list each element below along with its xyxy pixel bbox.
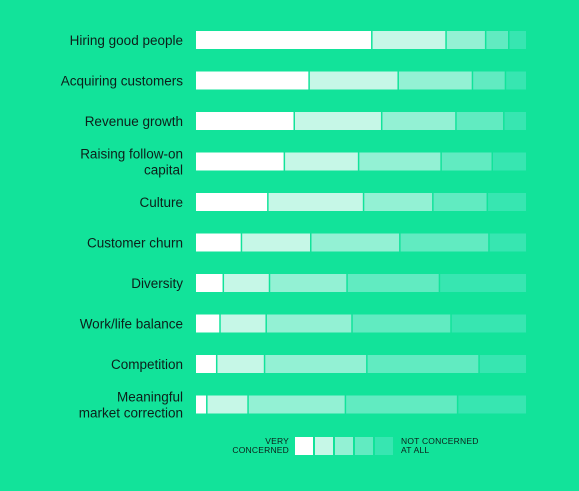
bar-segment [346, 395, 457, 414]
category-label: Competition [111, 357, 183, 372]
bar-segment [285, 152, 358, 171]
bar-segment [266, 314, 352, 333]
bar-segment [489, 233, 526, 252]
bar-segment [196, 112, 294, 130]
category-label: Customer churn [87, 236, 183, 251]
legend-swatch [315, 437, 333, 455]
bar-segment [196, 193, 268, 211]
category-label: Raising follow-on capital [80, 147, 183, 178]
bar-segment [295, 112, 381, 130]
bar-segment [473, 71, 505, 90]
category-label: Meaningful market correction [79, 390, 183, 421]
bar-segment [347, 274, 439, 292]
bar-segment [242, 233, 310, 252]
bar-segment [433, 193, 487, 211]
bar-segment [196, 395, 207, 414]
bar-segment [486, 31, 508, 49]
bar-segment [451, 314, 526, 333]
bar-segment [309, 71, 398, 90]
bar-segment [488, 193, 526, 211]
bar-segment [400, 233, 489, 252]
bar-segment [196, 355, 216, 373]
bar-segment [398, 71, 472, 90]
bar-segment [446, 31, 485, 49]
bar-segment [196, 152, 284, 171]
bar-segment [372, 31, 446, 49]
bar-segment [196, 71, 309, 90]
bar-segment [359, 152, 441, 171]
legend-swatch [335, 437, 353, 455]
bar-segment [196, 274, 223, 292]
bar-segment [506, 71, 526, 90]
bar-segment [224, 274, 269, 292]
bar-segment [456, 112, 504, 130]
bar-segment [268, 193, 363, 211]
legend-swatch [355, 437, 373, 455]
bar-segment [217, 355, 264, 373]
bar-segment [248, 395, 345, 414]
category-labels: Hiring good people Acquiring customers Rev… [61, 33, 184, 421]
bar-segment [196, 314, 220, 333]
bar-segment [207, 395, 248, 414]
category-label: Work/life balance [80, 317, 183, 332]
legend-swatch [295, 437, 313, 455]
bar-segment [458, 395, 526, 414]
bar-segment [196, 31, 372, 49]
legend-label-left: VERY CONCERNED [232, 436, 289, 455]
category-label: Diversity [131, 276, 183, 291]
category-label: Hiring good people [70, 33, 183, 48]
bars [196, 31, 526, 414]
bar-segment [479, 355, 526, 373]
bar-segment [352, 314, 451, 333]
category-label: Culture [139, 195, 183, 210]
category-label: Revenue growth [85, 114, 183, 129]
bar-segment [220, 314, 266, 333]
bar-segment [382, 112, 456, 130]
bar-segment [367, 355, 479, 373]
legend-label-right: NOT CONCERNED AT ALL [401, 436, 479, 455]
legend: VERY CONCERNED NOT CONCERNED AT ALL [232, 436, 478, 455]
bar-segment [270, 274, 347, 292]
bar-segment [440, 274, 526, 292]
bar-segment [196, 233, 241, 252]
bar-segment [504, 112, 526, 130]
bar-segment [441, 152, 492, 171]
bar-segment [493, 152, 526, 171]
category-label: Acquiring customers [61, 74, 184, 89]
bar-segment [509, 31, 526, 49]
bar-segment [364, 193, 433, 211]
bar-segment [311, 233, 400, 252]
legend-swatch [375, 437, 393, 455]
bar-segment [265, 355, 367, 373]
